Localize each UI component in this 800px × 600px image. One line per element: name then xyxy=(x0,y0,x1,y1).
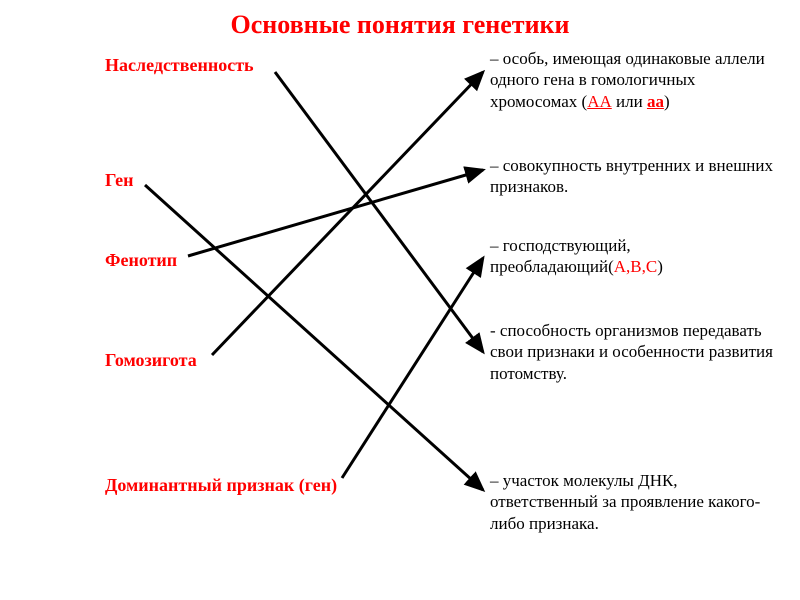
term-dominant: Доминантный признак (ген) xyxy=(105,475,337,496)
def-gene: – участок молекулы ДНК, ответственный за… xyxy=(490,470,780,534)
arrow-term-homozygote-to-def-homozygote xyxy=(212,72,483,355)
arrow-term-dominant-to-def-dominant xyxy=(342,258,483,478)
term-homozygote: Гомозигота xyxy=(105,350,197,371)
def-heredity: - способность организмов передавать свои… xyxy=(490,320,780,384)
term-gene: Ген xyxy=(105,170,133,191)
def-homozygote: – особь, имеющая одинаковые аллели одног… xyxy=(490,48,780,112)
term-phenotype: Фенотип xyxy=(105,250,177,271)
arrow-term-phenotype-to-def-phenotype xyxy=(188,170,483,256)
def-dominant: – господствующий, преобладающий(А,В,С) xyxy=(490,235,780,278)
term-heredity: Наследственность xyxy=(105,55,254,76)
def-phenotype: – совокупность внутренних и внешних приз… xyxy=(490,155,780,198)
arrow-term-heredity-to-def-heredity xyxy=(275,72,483,352)
arrow-term-gene-to-def-gene xyxy=(145,185,483,490)
page-title: Основные понятия генетики xyxy=(0,10,800,40)
